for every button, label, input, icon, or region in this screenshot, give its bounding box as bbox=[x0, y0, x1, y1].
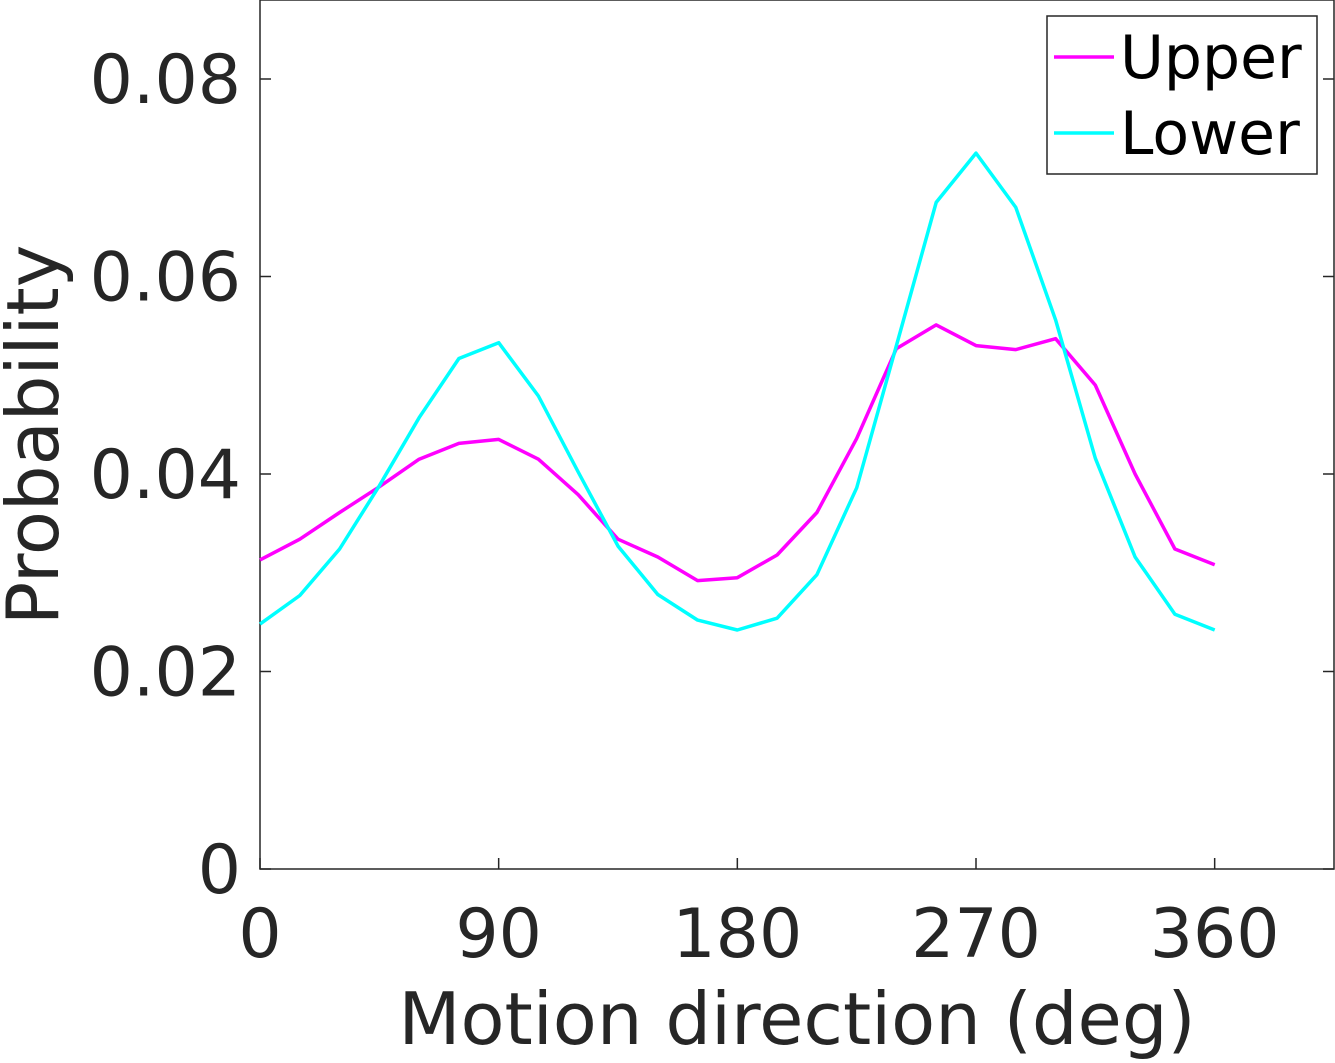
legend-box bbox=[1046, 15, 1318, 175]
y-tick-label: 0.02 bbox=[90, 634, 241, 713]
x-tick-label: 0 bbox=[238, 895, 281, 974]
x-tick-label: 180 bbox=[672, 895, 802, 974]
x-tick-label: 90 bbox=[455, 895, 542, 974]
x-axis: 0 90 180 270 360 bbox=[238, 858, 1280, 974]
y-tick-label: 0.08 bbox=[90, 41, 241, 120]
series-line-upper bbox=[259, 323, 1216, 583]
y-tick-label: 0.06 bbox=[90, 239, 241, 318]
x-tick-label: 270 bbox=[911, 895, 1041, 974]
x-tick-label: 360 bbox=[1150, 895, 1280, 974]
series-line-lower bbox=[258, 151, 1216, 632]
x-axis-label: Motion direction (deg) bbox=[398, 977, 1195, 1061]
series-lines bbox=[258, 151, 1216, 632]
y-tick-label: 0 bbox=[198, 831, 241, 910]
y-tick-label: 0.04 bbox=[90, 436, 241, 515]
y-axis-label: Probability bbox=[0, 245, 75, 626]
legend-label-upper: Upper bbox=[1120, 23, 1302, 93]
y-axis: 0 0.02 0.04 0.06 0.08 bbox=[90, 41, 1334, 910]
legend-label-lower: Lower bbox=[1120, 99, 1300, 169]
